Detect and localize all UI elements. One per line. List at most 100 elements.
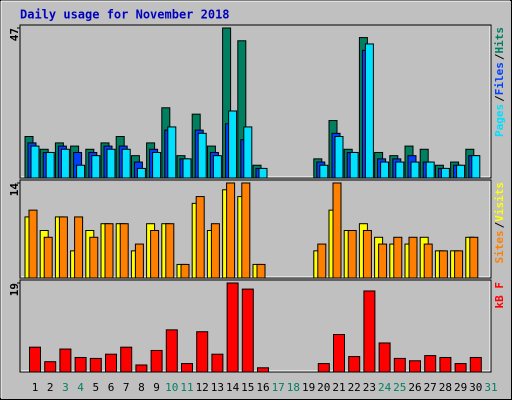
bar xyxy=(438,250,448,279)
legend-entry: Visits xyxy=(493,182,506,222)
bar xyxy=(393,357,406,373)
bar xyxy=(349,151,359,179)
bar xyxy=(134,243,144,279)
bar xyxy=(89,236,99,279)
chart-title: Daily usage for November 2018 xyxy=(20,8,230,22)
bar xyxy=(469,356,482,373)
x-tick-label: 1 xyxy=(32,381,39,394)
bar xyxy=(334,136,344,179)
legend-separator: / xyxy=(493,221,506,228)
bar xyxy=(29,346,41,373)
bar xyxy=(180,263,190,279)
y-max-label: 14 xyxy=(8,183,21,197)
bar xyxy=(182,158,192,179)
bar xyxy=(241,182,251,279)
bar xyxy=(76,164,86,179)
bar xyxy=(395,161,405,179)
legend-entry: Files xyxy=(493,62,506,95)
x-tick-label: 5 xyxy=(92,381,99,394)
legend-entry: Pages xyxy=(493,104,506,137)
bar xyxy=(30,145,40,179)
bar xyxy=(181,363,193,373)
bar xyxy=(120,346,133,373)
bar xyxy=(258,167,268,179)
bar xyxy=(165,223,175,279)
bar xyxy=(425,161,435,179)
legend: Pages/Files/Hits xyxy=(493,27,506,137)
bar xyxy=(333,334,345,373)
bar xyxy=(380,161,390,179)
x-tick-label: 2 xyxy=(47,381,54,394)
legend-entry: Hits xyxy=(493,27,506,54)
bar xyxy=(409,360,421,373)
bar xyxy=(364,43,374,179)
bar xyxy=(195,196,205,279)
bar xyxy=(136,167,146,179)
x-tick-label: 27 xyxy=(424,381,437,394)
x-tick-label: 19 xyxy=(302,381,315,394)
bar xyxy=(44,361,57,373)
bar xyxy=(393,236,403,279)
bar xyxy=(257,367,269,373)
x-tick-label: 11 xyxy=(180,381,193,394)
x-tick-label: 28 xyxy=(439,381,452,394)
y-max-label: 47 xyxy=(8,28,21,41)
bar xyxy=(119,223,129,279)
bar xyxy=(408,236,418,279)
bar xyxy=(424,355,437,373)
x-tick-label: 24 xyxy=(378,381,392,394)
bar xyxy=(196,331,209,373)
x-tick-label: 23 xyxy=(363,381,376,394)
bar xyxy=(28,209,38,279)
x-tick-label: 29 xyxy=(454,381,467,394)
bar xyxy=(410,161,420,179)
bar xyxy=(256,263,266,279)
bar xyxy=(212,155,222,179)
bar xyxy=(60,148,70,179)
x-tick-label: 13 xyxy=(211,381,224,394)
x-tick-label: 6 xyxy=(108,381,115,394)
x-tick-label: 7 xyxy=(123,381,130,394)
bar xyxy=(152,151,162,179)
bar xyxy=(228,110,238,179)
bar xyxy=(378,342,391,373)
bar xyxy=(454,250,464,279)
bar xyxy=(105,353,117,373)
bar xyxy=(197,132,207,179)
bar xyxy=(378,243,388,279)
x-tick-label: 18 xyxy=(287,381,300,394)
legend-entry: kB F xyxy=(493,282,506,309)
bar xyxy=(74,216,84,279)
bar xyxy=(241,288,254,373)
legend-separator: / xyxy=(493,95,506,102)
y-max-label: 19 xyxy=(8,283,21,296)
bar xyxy=(43,236,53,279)
x-tick-label: 30 xyxy=(469,381,482,394)
bar xyxy=(89,357,102,373)
x-tick-label: 22 xyxy=(348,381,361,394)
bar xyxy=(347,230,357,279)
bar xyxy=(332,182,342,279)
bar xyxy=(454,363,467,373)
bar xyxy=(471,155,481,179)
bar xyxy=(167,126,177,179)
bar xyxy=(439,356,452,373)
x-tick-label: 14 xyxy=(226,381,240,394)
x-tick-label: 12 xyxy=(196,381,209,394)
bar xyxy=(440,167,450,179)
bar xyxy=(58,216,68,279)
bar xyxy=(104,223,114,279)
legend: kB F xyxy=(493,282,506,309)
x-tick-label: 16 xyxy=(256,381,269,394)
bar xyxy=(150,349,163,373)
bar xyxy=(91,155,101,179)
x-tick-label: 9 xyxy=(153,381,160,394)
bar xyxy=(348,356,361,373)
bar xyxy=(469,236,479,279)
bar xyxy=(150,230,160,279)
panel xyxy=(19,279,492,373)
bar xyxy=(226,282,239,373)
x-tick-label: 4 xyxy=(77,381,84,394)
bar xyxy=(211,353,224,373)
